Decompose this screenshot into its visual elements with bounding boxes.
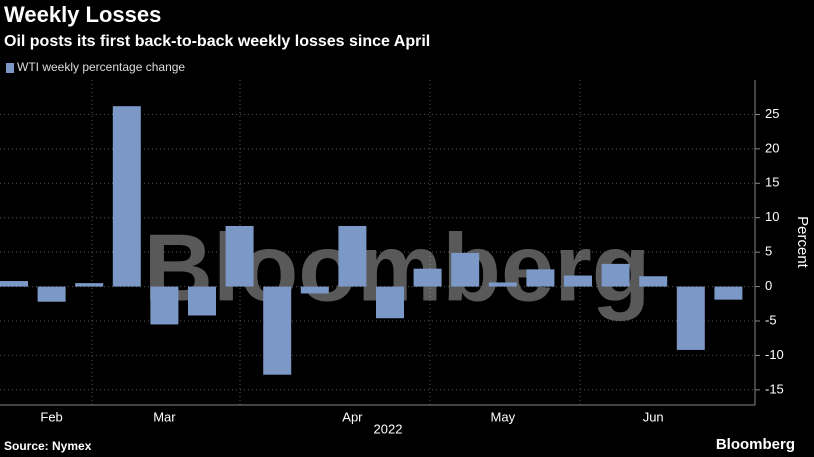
y-tick-label: -15	[765, 381, 784, 396]
x-tick-label: Mar	[153, 409, 176, 424]
x-tick-label: Feb	[40, 409, 62, 424]
bar	[488, 282, 517, 287]
bar	[714, 286, 743, 300]
y-tick-label: 25	[765, 106, 779, 121]
y-axis-label: Percent	[794, 216, 811, 269]
bar	[225, 225, 254, 287]
x-tick-label: Apr	[342, 409, 363, 424]
chart-subtitle: Oil posts its first back-to-back weekly …	[4, 33, 430, 50]
x-tick-label: Jun	[643, 409, 664, 424]
bar	[376, 286, 404, 319]
bar	[263, 286, 292, 375]
bar	[150, 286, 179, 325]
y-tick-label: 20	[765, 140, 779, 155]
bar	[0, 281, 28, 287]
source: Source: Nymex	[4, 439, 92, 453]
bar	[564, 275, 592, 287]
y-tick-label: -5	[765, 312, 777, 327]
x-tick-label: May	[491, 409, 516, 424]
bar	[188, 286, 216, 316]
legend-swatch	[6, 63, 14, 73]
y-tick-label: 5	[765, 244, 772, 259]
y-tick-label: 0	[765, 278, 772, 293]
x-axis-label: 2022	[374, 421, 403, 436]
y-tick-label: 10	[765, 209, 779, 224]
y-tick-label: -10	[765, 347, 784, 362]
bar	[338, 225, 367, 287]
bar	[75, 283, 104, 287]
bar	[676, 286, 705, 350]
logo: Bloomberg	[716, 436, 795, 453]
bar	[601, 263, 630, 287]
y-tick-label: 15	[765, 175, 779, 190]
chart-title: Weekly Losses	[4, 2, 161, 27]
bar	[413, 268, 442, 287]
bar	[37, 286, 66, 302]
bar	[639, 276, 668, 287]
bar	[526, 269, 555, 287]
bar	[300, 286, 329, 294]
bar	[112, 106, 141, 287]
bar	[451, 252, 480, 287]
legend-label: WTI weekly percentage change	[17, 60, 185, 74]
